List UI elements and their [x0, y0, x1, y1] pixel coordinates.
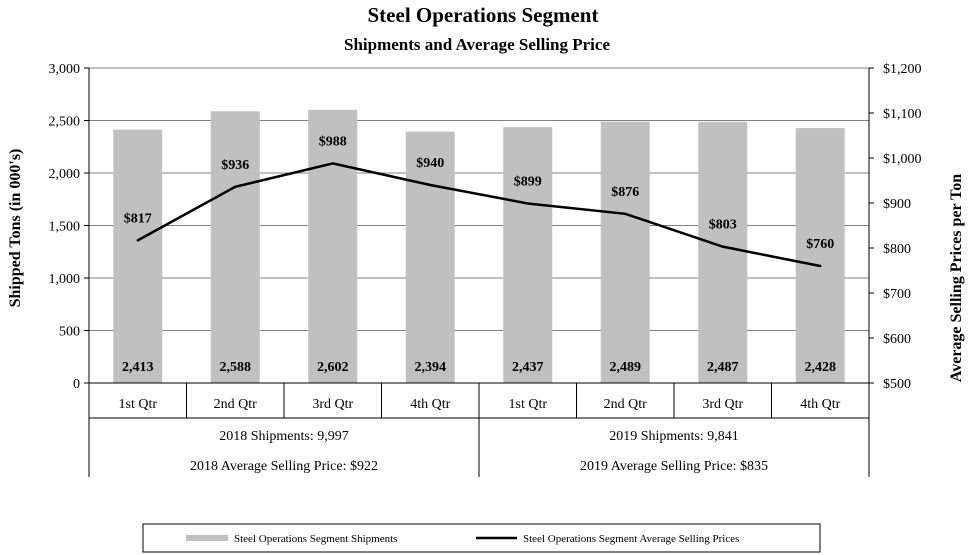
price-point [331, 162, 334, 165]
price-point [429, 183, 432, 187]
price-point [234, 185, 237, 188]
right-tick-label: $1,000 [883, 152, 922, 167]
right-tick-label: $1,100 [883, 107, 922, 122]
year-shipments-summary: 2018 Shipments: 9,997 [219, 429, 349, 444]
price-value-label: $817 [124, 211, 152, 226]
price-value-label: $988 [319, 134, 347, 149]
shipment-value-label: 2,602 [317, 360, 349, 375]
price-line-layer: $817 $936 $988 $940 $899 $876 $803 $760 [124, 134, 834, 268]
price-value-label: $899 [514, 174, 542, 189]
right-tick-label: $600 [883, 332, 911, 347]
year-shipments-summary: 2019 Shipments: 9,841 [609, 429, 739, 444]
left-tick-label: 1,000 [49, 272, 81, 287]
category-label: 4th Qtr [800, 397, 840, 412]
shipment-value-label: 2,428 [805, 360, 837, 375]
price-value-label: $803 [709, 218, 737, 233]
right-tick-label: $700 [883, 287, 911, 302]
price-point [819, 264, 822, 268]
left-tick-label: 500 [59, 325, 80, 340]
year-price-summary: 2019 Average Selling Price: $835 [580, 459, 768, 474]
category-label: 3rd Qtr [702, 397, 743, 412]
y-axis-left-title: Shipped Tons (in 000's) [7, 149, 24, 308]
shipment-value-label: 2,489 [610, 360, 642, 375]
left-tick-label: 2,000 [49, 167, 81, 182]
chart-title: Steel Operations Segment [368, 3, 599, 27]
shipment-bar [113, 129, 163, 383]
right-tick-label: $500 [883, 377, 911, 392]
legend-label-prices: Steel Operations Segment Average Selling… [523, 533, 739, 545]
shipment-value-label: 2,413 [122, 360, 154, 375]
shipment-value-label: 2,437 [512, 360, 544, 375]
shipment-bar [698, 121, 748, 384]
shipment-value-label: 2,394 [415, 360, 447, 375]
shipment-bar [503, 127, 553, 384]
price-value-label: $760 [806, 237, 834, 252]
price-point [721, 245, 724, 248]
price-point [526, 202, 529, 205]
category-label: 2nd Qtr [214, 397, 258, 412]
y-axis-right-title: Average Selling Prices per Ton [948, 174, 965, 382]
right-tick-label: $1,200 [883, 62, 922, 77]
shipment-bar [405, 131, 455, 383]
gridlines [89, 67, 869, 331]
left-axis: 0 500 1,000 1,500 2,000 2,500 3,000 [49, 62, 89, 392]
price-value-label: $876 [611, 185, 639, 200]
shipment-value-label: 2,588 [220, 360, 252, 375]
shipment-bar [308, 109, 358, 383]
right-tick-label: $900 [883, 197, 911, 212]
left-tick-label: 3,000 [49, 62, 81, 77]
legend: Steel Operations Segment Shipments Steel… [142, 523, 821, 553]
shipment-bar [795, 128, 845, 383]
year-price-summary: 2018 Average Selling Price: $922 [190, 459, 378, 474]
shipment-value-label: 2,487 [707, 360, 739, 375]
shipment-bar [600, 121, 650, 383]
price-point [624, 212, 627, 215]
category-label: 1st Qtr [509, 397, 548, 412]
category-label: 4th Qtr [410, 397, 450, 412]
category-axis: 1st Qtr 2nd Qtr 3rd Qtr 4th Qtr 1st Qtr 2nd Q… [88, 383, 870, 477]
category-label: 1st Qtr [119, 397, 158, 412]
category-label: 3rd Qtr [312, 397, 353, 412]
shipment-bar [210, 111, 260, 383]
bars-layer: 2,413 2,588 2,602 2,394 2,437 2,489 2,487 2,428 [113, 109, 845, 384]
price-line [137, 162, 821, 268]
year-summary-table: 2018 Shipments: 9,997 2018 Average Sellin… [190, 429, 768, 474]
left-tick-label: 1,500 [49, 220, 81, 235]
price-value-label: $940 [416, 156, 444, 171]
category-label: 2nd Qtr [604, 397, 648, 412]
left-tick-label: 2,500 [49, 115, 81, 130]
right-axis: $500 $600 $700 $800 $900 $1,000 $1,100 $1,200 [869, 62, 922, 392]
price-point [136, 239, 139, 242]
legend-label-shipments: Steel Operations Segment Shipments [234, 533, 397, 545]
chart-subtitle: Shipments and Average Selling Price [344, 35, 610, 54]
legend-swatch-shipments [186, 535, 228, 541]
left-tick-label: 0 [73, 377, 80, 392]
right-tick-label: $800 [883, 242, 911, 257]
price-value-label: $936 [221, 158, 249, 173]
